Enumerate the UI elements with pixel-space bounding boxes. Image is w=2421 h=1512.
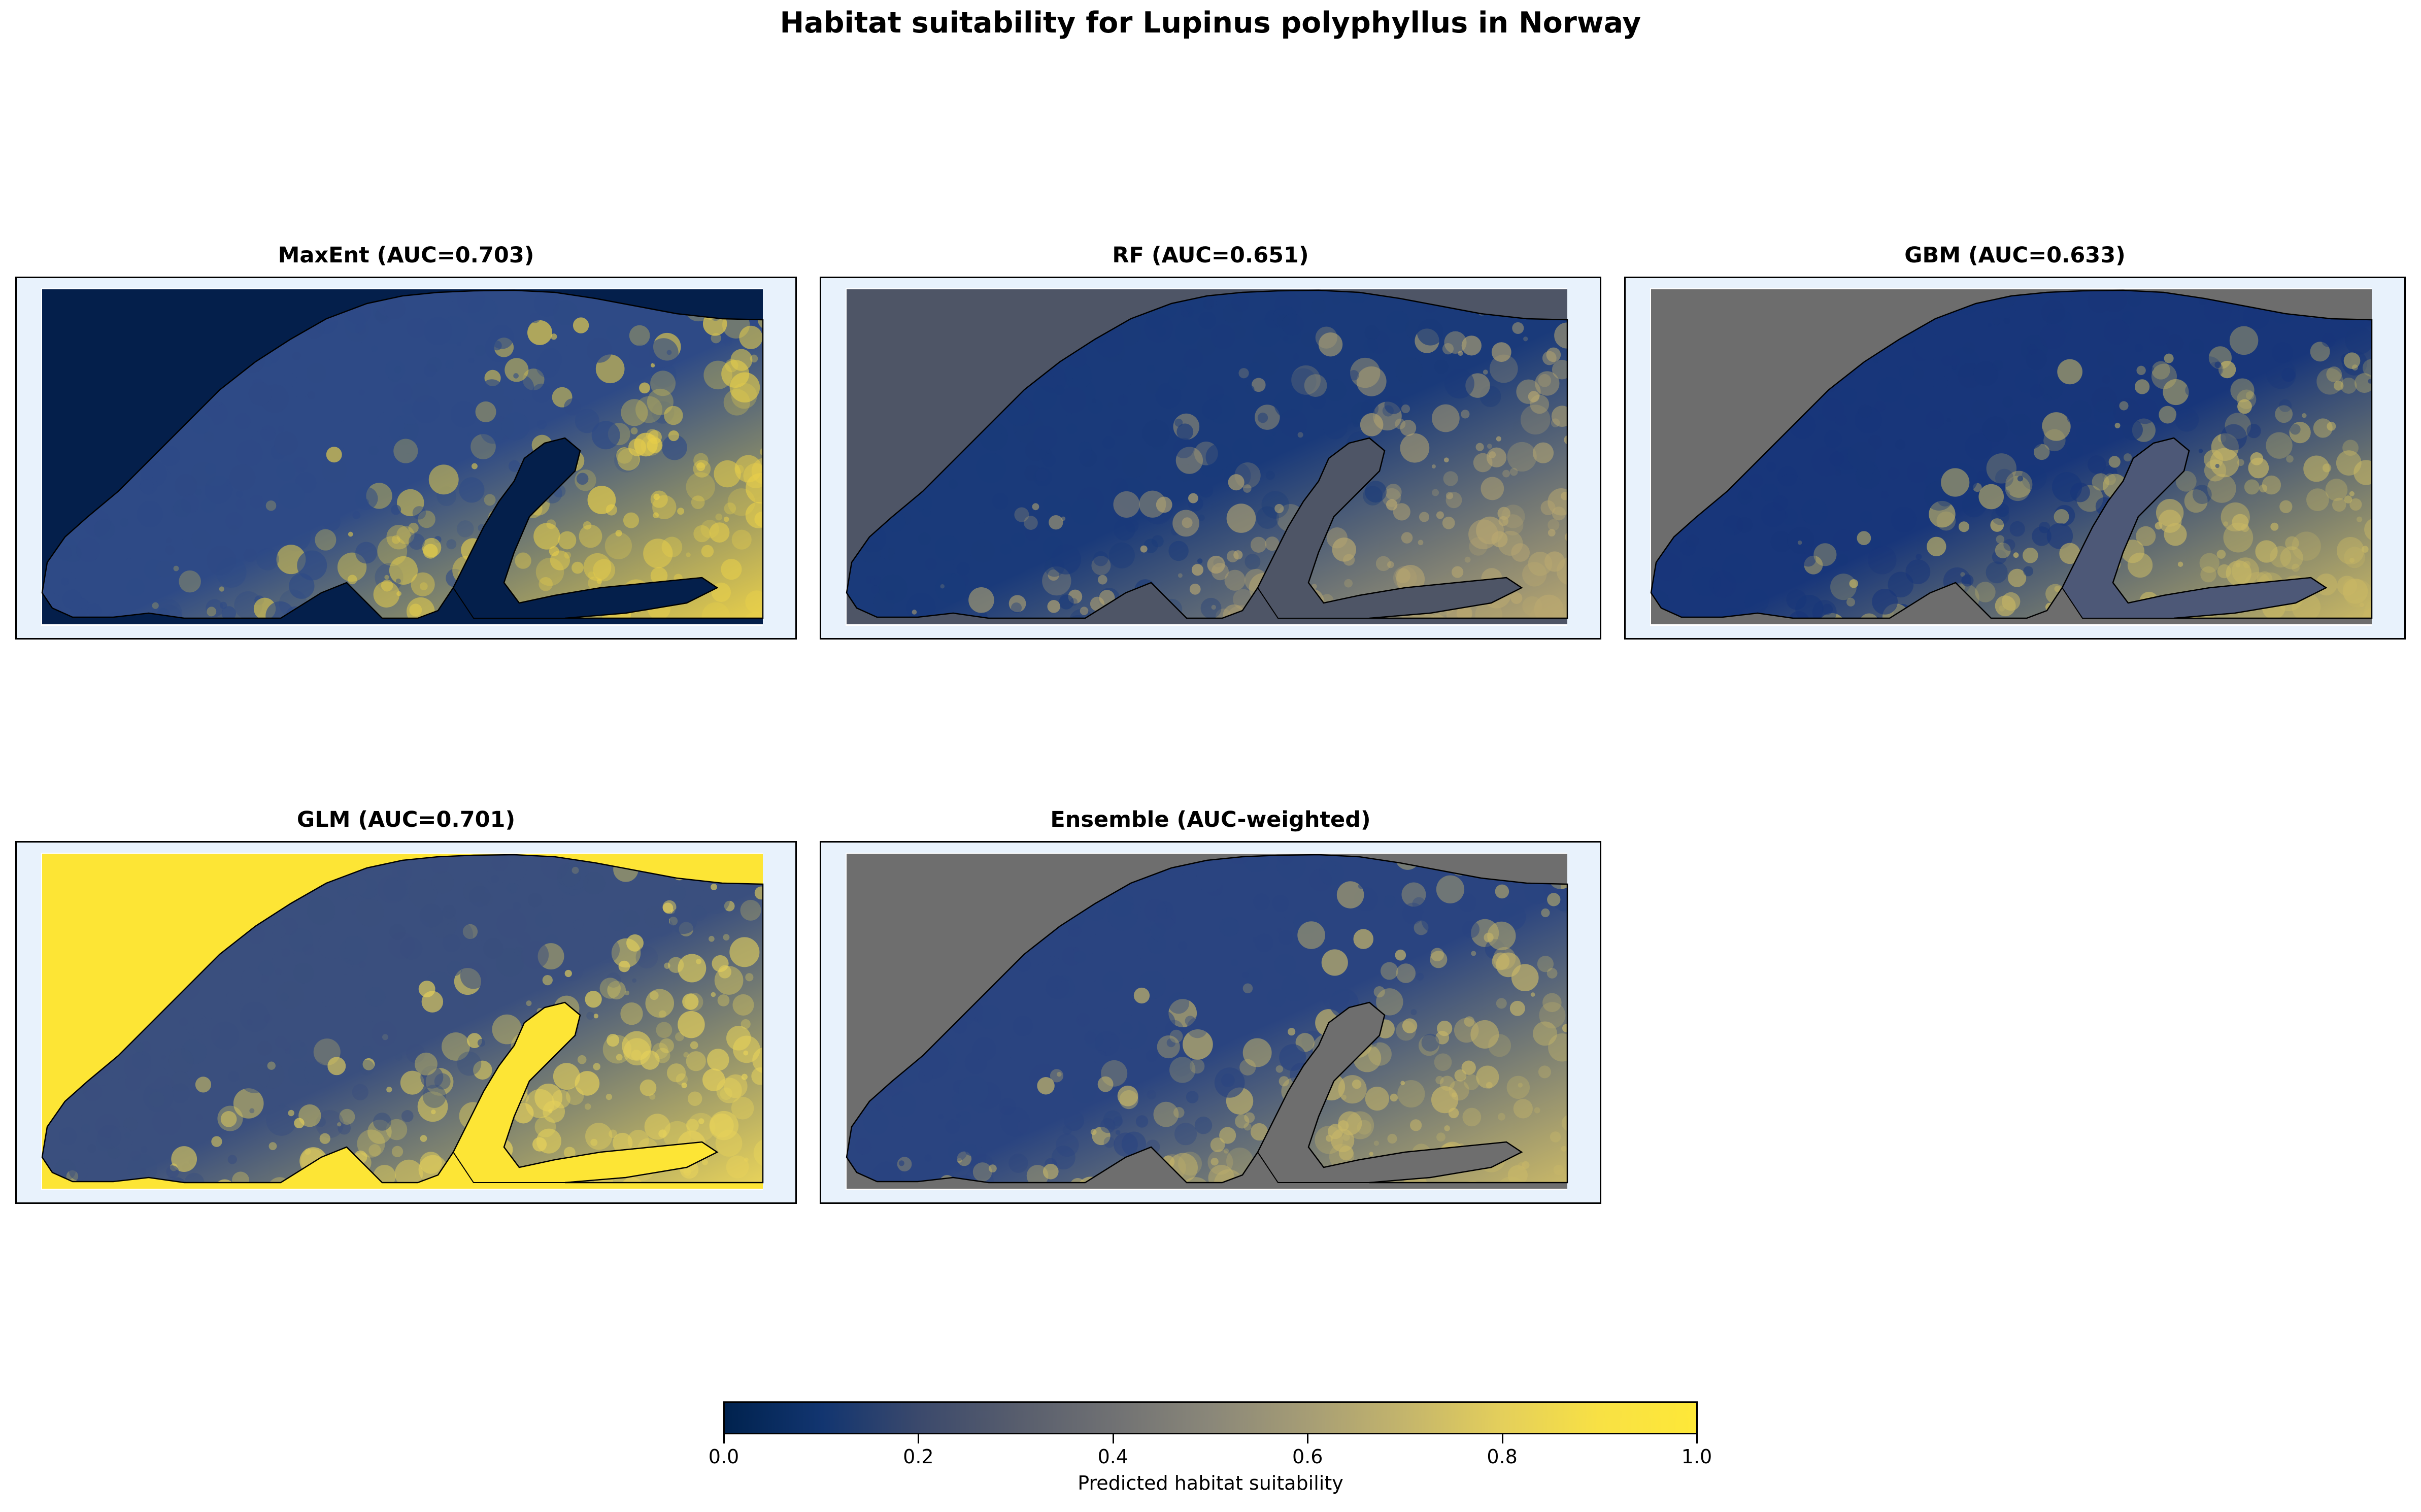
suitability-map (17, 843, 795, 1202)
colorbar-tick-label: 0.4 (1097, 1446, 1129, 1468)
suitability-map (1626, 278, 2404, 638)
colorbar-label: Predicted habitat suitability (1078, 1472, 1343, 1494)
colorbar-tick (1112, 1434, 1114, 1443)
colorbar-tick-label: 0.0 (708, 1446, 739, 1468)
panel-title-maxent: MaxEnt (AUC=0.703) (278, 243, 534, 268)
colorbar-tick (1307, 1434, 1309, 1443)
map-panel-gbm (1624, 277, 2406, 640)
colorbar-tick-label: 1.0 (1681, 1446, 1712, 1468)
suitability-map (821, 278, 1600, 638)
map-panel-rf (820, 277, 1601, 640)
suitability-map (821, 843, 1600, 1202)
colorbar-tick-label: 0.6 (1292, 1446, 1323, 1468)
figure-title: Habitat suitability for Lupinus polyphyl… (780, 6, 1641, 40)
suitability-map (17, 278, 795, 638)
colorbar-tick-label: 0.2 (903, 1446, 934, 1468)
panel-title-ensemble: Ensemble (AUC-weighted) (1050, 807, 1371, 832)
panel-title-rf: RF (AUC=0.651) (1112, 243, 1309, 268)
colorbar-tick (1696, 1434, 1698, 1443)
colorbar (723, 1401, 1698, 1434)
map-panel-glm (15, 841, 797, 1204)
colorbar-tick (1501, 1434, 1503, 1443)
panel-title-gbm: GBM (AUC=0.633) (1904, 243, 2126, 268)
colorbar-tick (723, 1434, 725, 1443)
colorbar-tick (918, 1434, 920, 1443)
map-panel-maxent (15, 277, 797, 640)
map-panel-ensemble (820, 841, 1601, 1204)
colorbar-tick-label: 0.8 (1487, 1446, 1518, 1468)
panel-title-glm: GLM (AUC=0.701) (296, 807, 516, 832)
